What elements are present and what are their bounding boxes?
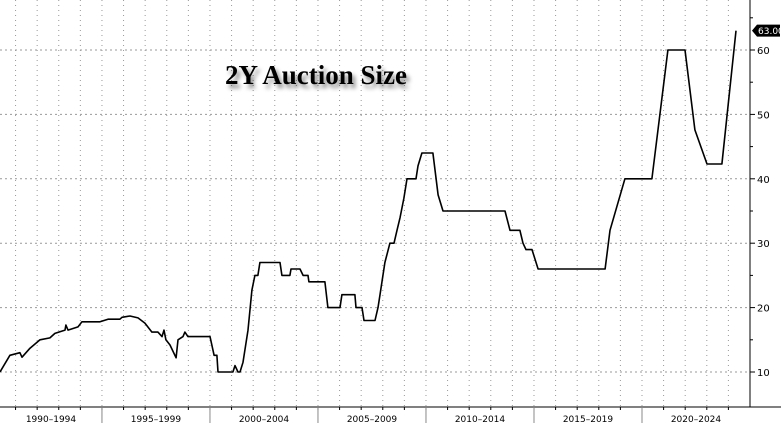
x-tick-label: 1995–1999: [131, 415, 182, 423]
y-tick-label: 60: [757, 46, 770, 57]
x-tick-label: 1990–1994: [26, 415, 77, 423]
x-tick-label: 2020–2024: [671, 415, 722, 423]
last-value-marker: [752, 24, 780, 37]
y-tick-label: 30: [757, 239, 770, 250]
x-tick-label: 2000–2004: [239, 415, 290, 423]
series: [0, 30, 737, 373]
y-tick-label: 10: [757, 368, 770, 379]
grid: [0, 0, 750, 407]
y-tick-label: 40: [757, 175, 770, 186]
last-value-label: 63.000: [758, 27, 781, 37]
x-tick-label: 2005–2009: [347, 415, 398, 423]
series-line: [0, 30, 737, 373]
x-tick-label: 2015–2019: [563, 415, 614, 423]
chart-title: 2Y Auction Size: [225, 60, 407, 90]
x-tick-label: 2010–2014: [455, 415, 506, 423]
y-tick-label: 50: [757, 110, 770, 121]
y-tick-label: 20: [757, 304, 770, 315]
